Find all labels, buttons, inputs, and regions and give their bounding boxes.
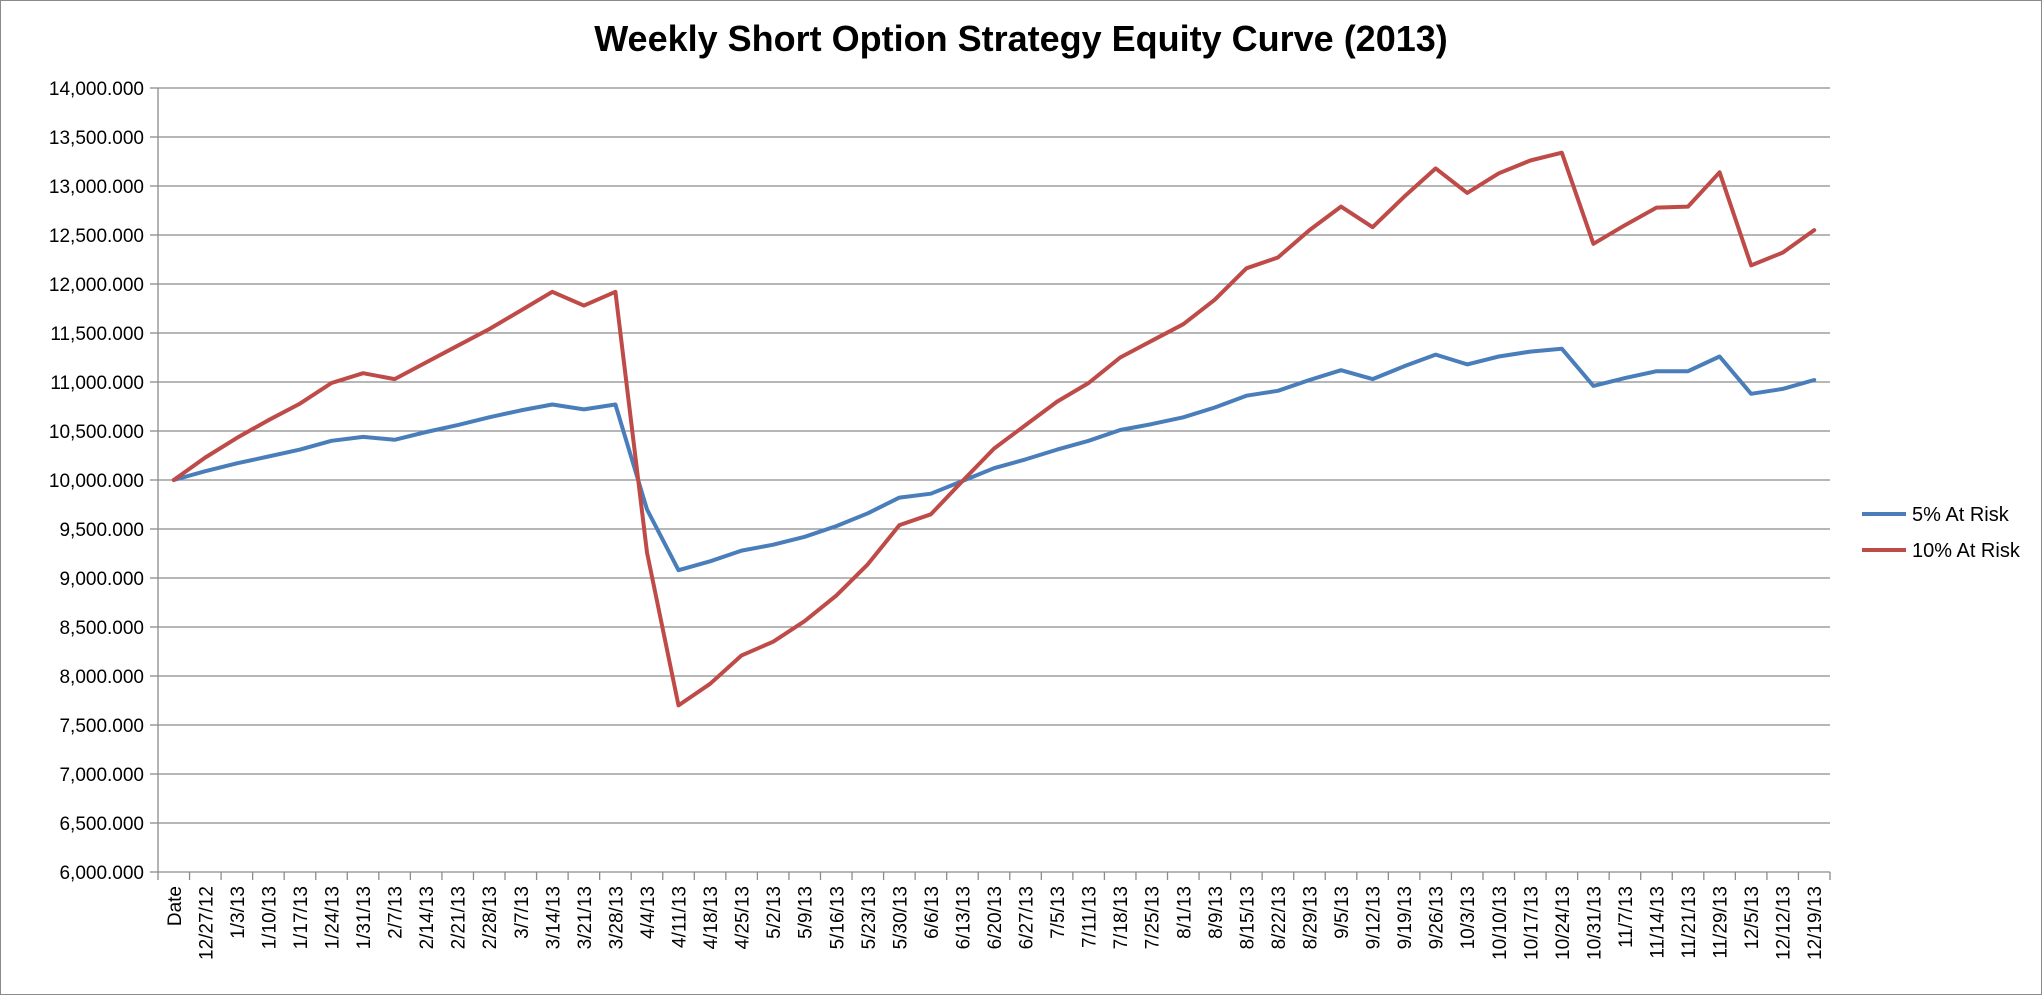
y-tick-label: 14,000.000 <box>49 79 144 100</box>
y-tick-label: 9,500.000 <box>59 520 144 541</box>
x-tick-label: 9/5/13 <box>1332 886 1353 939</box>
x-tick-label: 11/21/13 <box>1679 886 1700 959</box>
x-tick-label: 11/14/13 <box>1647 886 1668 959</box>
x-tick-label: 2/21/13 <box>449 886 470 949</box>
x-tick-label: 6/6/13 <box>922 886 943 939</box>
x-tick-label: 12/27/12 <box>196 886 217 960</box>
y-tick-label: 10,000.000 <box>49 471 144 492</box>
x-tick-label: 10/10/13 <box>1490 886 1511 960</box>
x-tick-label: 1/31/13 <box>354 886 375 949</box>
x-tick-label: 3/21/13 <box>575 886 596 949</box>
x-tick-label: 9/12/13 <box>1364 886 1385 949</box>
x-tick-label: 2/7/13 <box>386 886 407 939</box>
y-tick-label: 9,000.000 <box>59 569 144 590</box>
chart-title: Weekly Short Option Strategy Equity Curv… <box>594 18 1448 59</box>
x-tick-label: 7/11/13 <box>1080 886 1101 948</box>
x-tick-label: 12/19/13 <box>1805 886 1826 960</box>
x-tick-label: 1/3/13 <box>228 886 249 939</box>
y-tick-label: 8,500.000 <box>59 618 144 639</box>
x-tick-label: 1/10/13 <box>259 886 280 949</box>
y-tick-label: 6,500.000 <box>59 814 144 835</box>
x-tick-label: 7/18/13 <box>1111 886 1132 949</box>
x-tick-label: 2/14/13 <box>417 886 438 949</box>
x-tick-label: 10/31/13 <box>1584 886 1605 960</box>
x-tick-label: 11/7/13 <box>1616 886 1637 948</box>
x-tick-label: 3/28/13 <box>606 886 627 949</box>
y-tick-label: 7,500.000 <box>59 716 144 737</box>
y-tick-label: 11,000.000 <box>50 373 144 394</box>
x-tick-label: 11/29/13 <box>1711 886 1732 959</box>
x-tick-label: 8/29/13 <box>1300 886 1321 949</box>
x-tick-label: 5/9/13 <box>796 886 817 939</box>
y-tick-label: 10,500.000 <box>49 422 144 443</box>
y-tick-label: 11,500.000 <box>50 324 144 345</box>
x-tick-label: 1/17/13 <box>291 886 312 949</box>
x-tick-label: 8/22/13 <box>1269 886 1290 949</box>
y-tick-label: 13,000.000 <box>49 177 144 198</box>
x-tick-label: 4/4/13 <box>638 886 659 939</box>
legend-entry: 10% At Risk <box>1912 540 2021 562</box>
x-tick-label: 5/16/13 <box>827 886 848 949</box>
x-tick-label: 3/14/13 <box>543 886 564 949</box>
x-tick-label: 4/18/13 <box>701 886 722 949</box>
x-tick-label: 4/25/13 <box>733 886 754 949</box>
y-tick-label: 12,000.000 <box>49 275 144 296</box>
x-tick-label: 8/1/13 <box>1174 886 1195 939</box>
y-tick-label: 12,500.000 <box>49 226 144 247</box>
x-tick-label: 8/15/13 <box>1237 886 1258 949</box>
series-line-1 <box>171 346 1817 573</box>
x-tick-label: 9/19/13 <box>1395 886 1416 949</box>
x-tick-label: 3/7/13 <box>512 886 533 939</box>
x-tick-label: 6/27/13 <box>1017 886 1038 949</box>
y-tick-label: 6,000.000 <box>59 863 144 884</box>
x-tick-label: 12/5/13 <box>1742 886 1763 949</box>
x-tick-label: 5/30/13 <box>890 886 911 949</box>
x-tick-label: 1/24/13 <box>323 886 344 949</box>
x-tick-label: 7/5/13 <box>1048 886 1069 939</box>
x-tick-label: 6/13/13 <box>953 886 974 949</box>
x-tick-label: Date <box>165 886 186 926</box>
x-tick-label: 6/20/13 <box>985 886 1006 949</box>
x-tick-label: 5/2/13 <box>764 886 785 939</box>
y-tick-label: 7,000.000 <box>59 765 144 786</box>
x-tick-label: 12/12/13 <box>1774 886 1795 960</box>
x-tick-label: 2/28/13 <box>480 886 501 949</box>
x-tick-label: 4/11/13 <box>670 886 691 948</box>
x-tick-label: 8/9/13 <box>1206 886 1227 939</box>
y-tick-label: 8,000.000 <box>59 667 144 688</box>
y-tick-label: 13,500.000 <box>49 128 144 149</box>
x-tick-label: 10/24/13 <box>1553 886 1574 960</box>
series-line-2 <box>171 150 1817 708</box>
x-tick-label: 5/23/13 <box>859 886 880 949</box>
x-tick-label: 10/3/13 <box>1458 886 1479 949</box>
x-tick-label: 10/17/13 <box>1521 886 1542 960</box>
x-tick-label: 7/25/13 <box>1143 886 1164 949</box>
legend-entry: 5% At Risk <box>1912 504 2010 526</box>
x-tick-label: 9/26/13 <box>1427 886 1448 949</box>
